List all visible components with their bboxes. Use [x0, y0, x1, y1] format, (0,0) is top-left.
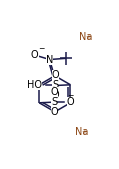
Text: Na: Na	[79, 32, 93, 42]
Text: O: O	[67, 97, 74, 107]
Text: +: +	[81, 129, 87, 135]
Text: −: −	[38, 44, 44, 53]
Text: Na: Na	[75, 127, 88, 137]
Text: O: O	[52, 70, 59, 80]
Text: S: S	[51, 97, 57, 107]
Text: N: N	[46, 55, 53, 65]
Text: O: O	[31, 50, 39, 61]
Text: +: +	[86, 34, 92, 40]
Text: −: −	[67, 91, 74, 100]
Text: S: S	[52, 80, 58, 90]
Text: O: O	[52, 90, 59, 100]
Text: O: O	[51, 107, 58, 117]
Text: O: O	[51, 87, 58, 97]
Text: HO: HO	[27, 80, 42, 90]
